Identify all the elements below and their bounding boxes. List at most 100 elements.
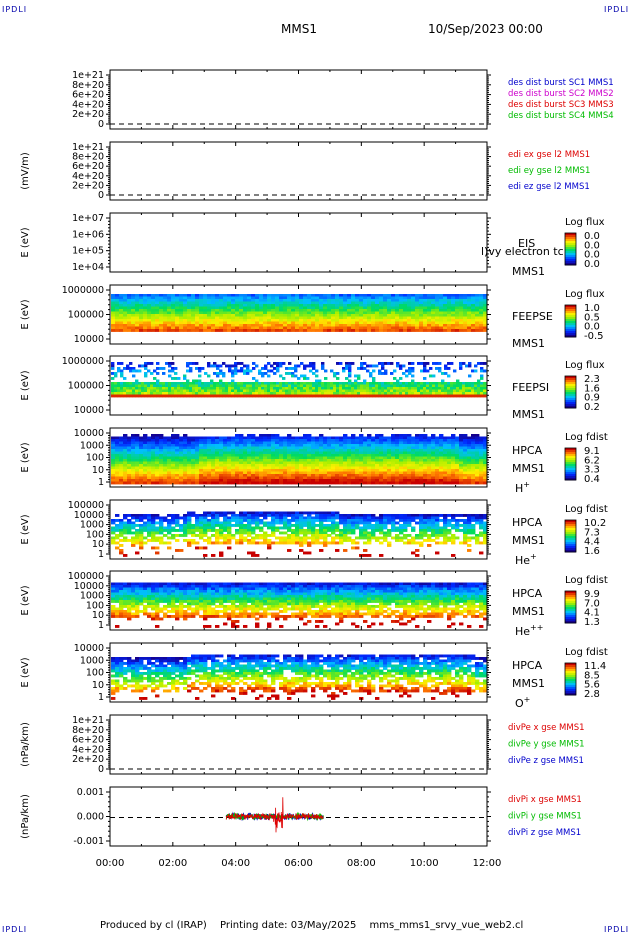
panel-feepse-cell — [343, 309, 347, 312]
panel-hpca_h-cell — [399, 442, 403, 445]
panel-hpca_h-cell — [259, 464, 263, 467]
panel-feepsi-cell — [165, 387, 168, 390]
panel-hpca_he-cell — [135, 542, 139, 545]
panel-hpca_h-cell — [475, 442, 479, 445]
panel-hpca_h-cell — [399, 464, 403, 467]
panel-feepse-cell — [275, 317, 279, 320]
panel-hpca_h-cell — [295, 469, 299, 472]
panel-hpca_h-cell — [175, 434, 179, 437]
panel-feepsi-cell — [354, 387, 357, 390]
panel-hpca_h-cell — [203, 444, 207, 447]
panel-feepse-cell — [431, 302, 435, 305]
panel-feepse-cell — [279, 317, 283, 320]
panel-feepsi-cell — [447, 390, 450, 393]
panel-feepse-cell — [211, 307, 215, 310]
panel-hpca_h-cell — [179, 452, 183, 455]
panel-feepsi-cell — [309, 382, 312, 385]
panel-feepse-cell — [443, 299, 447, 302]
panel-feepse-cell — [463, 294, 467, 297]
panel-feepse-cell — [171, 317, 175, 320]
panel-feepsi-cell — [414, 382, 417, 385]
panel-feepse-cell — [203, 304, 207, 307]
panel-hpca_h-cell — [131, 454, 135, 457]
panel-feepse-cell — [407, 302, 411, 305]
panel-feepse-cell — [343, 304, 347, 307]
panel-feepsi-cell — [114, 375, 117, 378]
panel-feepsi-cell — [231, 370, 234, 373]
panel-feepse-cell — [451, 329, 455, 332]
panel-feepse-cell — [263, 329, 267, 332]
panel-hpca_h-cell — [415, 459, 419, 462]
panel-feepse-cell — [139, 297, 143, 300]
panel-hpca_h-cell — [427, 437, 431, 440]
panel-hpca_h-cell — [291, 454, 295, 457]
panel-feepsi-cell — [150, 362, 153, 365]
panel-feepsi-cell — [381, 390, 384, 393]
panel-feepse-cell — [347, 324, 351, 327]
panel-feepse-cell — [367, 322, 371, 325]
panel-hpca_h-cell — [175, 442, 179, 445]
panel-feepse-cell — [315, 297, 319, 300]
panel-feepse-cell — [363, 309, 367, 312]
panel-feepse-cell — [179, 297, 183, 300]
panel-hpca_h-cell — [307, 479, 311, 482]
panel-hpca_he-cell — [115, 542, 119, 545]
panel-feepse-cell — [319, 294, 323, 297]
panel-feepsi-cell — [423, 387, 426, 390]
panel-feepse-cell — [255, 309, 259, 312]
panel-hpca_h-cell — [215, 482, 219, 485]
panel-feepse-cell — [287, 312, 291, 315]
panel-feepsi-cell — [447, 395, 450, 398]
panel-hpca_h-cell — [195, 449, 199, 452]
panel-hpca_h-cell — [131, 442, 135, 445]
panel-hpca_h-cell — [219, 442, 223, 445]
panel-feepse-cell — [315, 302, 319, 305]
panel-feepse-cell — [387, 319, 391, 322]
panel-feepse-cell — [383, 322, 387, 325]
panel-feepse-cell — [347, 317, 351, 320]
panel-feepse-cell — [279, 324, 283, 327]
panel-feepse-cell — [163, 327, 167, 330]
panel-feepsi-cell — [474, 365, 477, 368]
panel-hpca_h-cell — [387, 479, 391, 482]
panel-feepsi-cell — [273, 387, 276, 390]
panel-feepse-cell — [427, 319, 431, 322]
panel-feepse-cell — [203, 317, 207, 320]
panel-hpca_h-cell — [235, 479, 239, 482]
panel-hpca_h-cell — [375, 457, 379, 460]
panel-feepse-cell — [111, 312, 115, 315]
panel-feepsi-cell — [462, 362, 465, 365]
panel-hpca_h-cell — [379, 482, 383, 485]
panel-hpca_h-cell — [195, 452, 199, 455]
panel-hpca_h-cell — [407, 467, 411, 470]
panel-feepsi-cell — [201, 367, 204, 370]
panel-hpca_h-cell — [423, 469, 427, 472]
panel-feepse-cell — [167, 302, 171, 305]
panel-feepse-cell — [479, 322, 483, 325]
panel-feepse-cell — [151, 312, 155, 315]
panel-hpca_h-cell — [315, 467, 319, 470]
panel-feepse-cell — [311, 302, 315, 305]
panel-feepse-cell — [387, 294, 391, 297]
panel-feepse-cell — [263, 302, 267, 305]
panel-feepsi-cell — [159, 390, 162, 393]
panel-feepsi-cell — [153, 395, 156, 398]
panel-hpca_h-cell — [343, 454, 347, 457]
panel-feepsi-cell — [174, 392, 177, 395]
panel-feepse-cell — [367, 297, 371, 300]
panel-feepse-cell — [411, 319, 415, 322]
panel-hpca_h-cell — [135, 452, 139, 455]
panel-feepse-cell — [159, 322, 163, 325]
panel-hpca_h-cell — [455, 464, 459, 467]
panel-feepse-cell — [299, 327, 303, 330]
panel-feepse-cell — [187, 297, 191, 300]
panel-feepsi-cell — [267, 370, 270, 373]
panel-hpca_h-cell — [143, 434, 147, 437]
panel-feepse-cell — [327, 327, 331, 330]
panel-feepse-cell — [387, 299, 391, 302]
panel-feepse-cell — [183, 309, 187, 312]
panel-hpca_h-cell — [127, 454, 131, 457]
panel-feepsi-cell — [348, 390, 351, 393]
panel-feepse-cell — [303, 309, 307, 312]
panel-hpca_he-cell — [159, 539, 163, 542]
